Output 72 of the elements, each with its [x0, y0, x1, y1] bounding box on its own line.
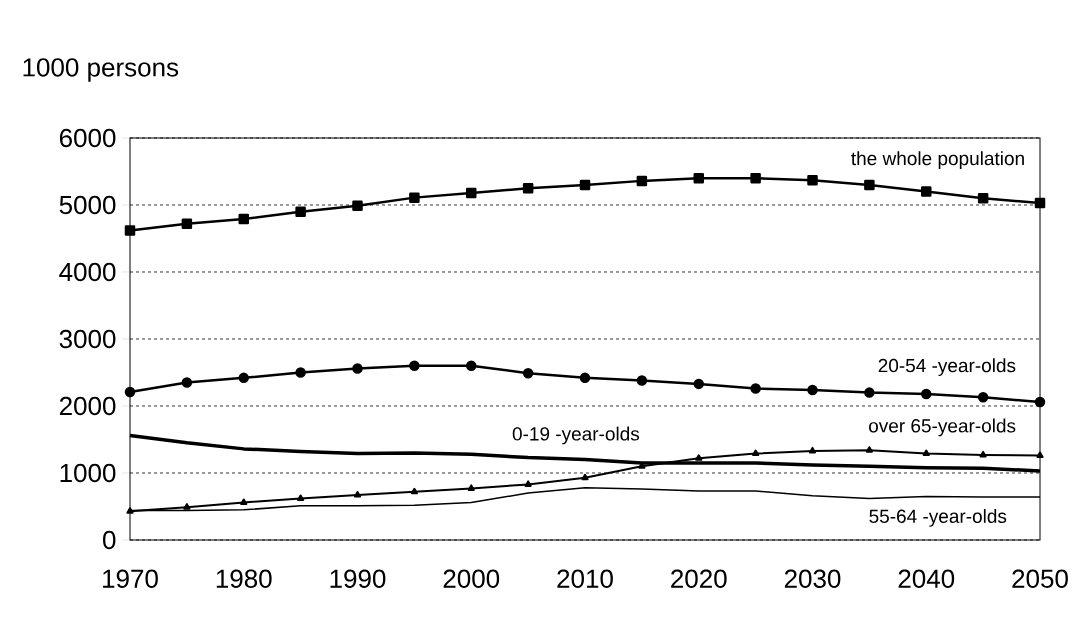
point [921, 186, 932, 197]
point [977, 193, 989, 204]
x-tick-label: 2010 [557, 569, 613, 588]
point [181, 218, 193, 230]
point [807, 174, 818, 186]
point [295, 367, 306, 378]
point [295, 206, 306, 217]
point [409, 192, 420, 203]
series-label: 55-64 -year-olds [869, 509, 1007, 527]
point [522, 367, 534, 379]
series-label: 20-54 -year-olds [878, 358, 1016, 376]
x-tick-label: 1990 [330, 569, 386, 588]
point [864, 179, 875, 191]
point [410, 487, 418, 495]
point [579, 179, 591, 191]
point [693, 378, 705, 390]
point [352, 200, 363, 211]
point [297, 494, 305, 501]
x-tick-label: 2050 [1012, 569, 1068, 588]
point [865, 446, 873, 453]
point [579, 372, 591, 384]
point [183, 503, 191, 510]
x-tick-label: 2030 [784, 569, 841, 588]
point [581, 473, 589, 481]
x-tick-label: 1980 [216, 569, 272, 588]
point [979, 450, 987, 458]
x-tick-label: 2040 [898, 569, 955, 588]
point [808, 446, 817, 454]
y-tick-label: 2000 [59, 396, 116, 416]
y-axis-title: 1000 persons [23, 58, 179, 82]
series-label: over 65-year-olds [869, 418, 1016, 437]
y-tick-label: 1000 [60, 463, 116, 483]
point [524, 480, 532, 487]
y-tick-label: 5000 [59, 195, 116, 215]
point [353, 491, 362, 498]
point [921, 388, 932, 400]
point [636, 375, 648, 386]
point [750, 172, 761, 184]
point [695, 454, 703, 461]
point [466, 187, 477, 199]
point [126, 507, 134, 514]
point [750, 383, 761, 394]
series-label: 0-19 -year-olds [512, 426, 640, 445]
point [807, 384, 818, 396]
point [522, 183, 534, 194]
point [752, 449, 760, 457]
point [636, 175, 648, 187]
y-tick-label: 6000 [59, 128, 116, 148]
y-tick-label: 3000 [59, 329, 116, 349]
point [466, 360, 477, 372]
point [1036, 451, 1044, 459]
point [864, 387, 875, 398]
point [467, 484, 475, 491]
point [409, 360, 420, 372]
point [693, 172, 705, 184]
point [124, 225, 136, 236]
point [238, 372, 249, 384]
point [1034, 396, 1046, 408]
point [240, 498, 248, 505]
point [181, 377, 193, 388]
x-tick-label: 1970 [103, 569, 158, 588]
point [922, 449, 930, 457]
point [238, 213, 249, 225]
x-tick-label: 2000 [443, 569, 500, 588]
series-label: the whole population [851, 151, 1024, 169]
y-tick-label: 4000 [59, 262, 116, 282]
x-tick-label: 2020 [671, 569, 727, 588]
y-tick-label: 0 [103, 530, 116, 550]
point [124, 386, 136, 398]
point [1034, 197, 1046, 209]
point [977, 392, 989, 403]
point [352, 363, 363, 374]
